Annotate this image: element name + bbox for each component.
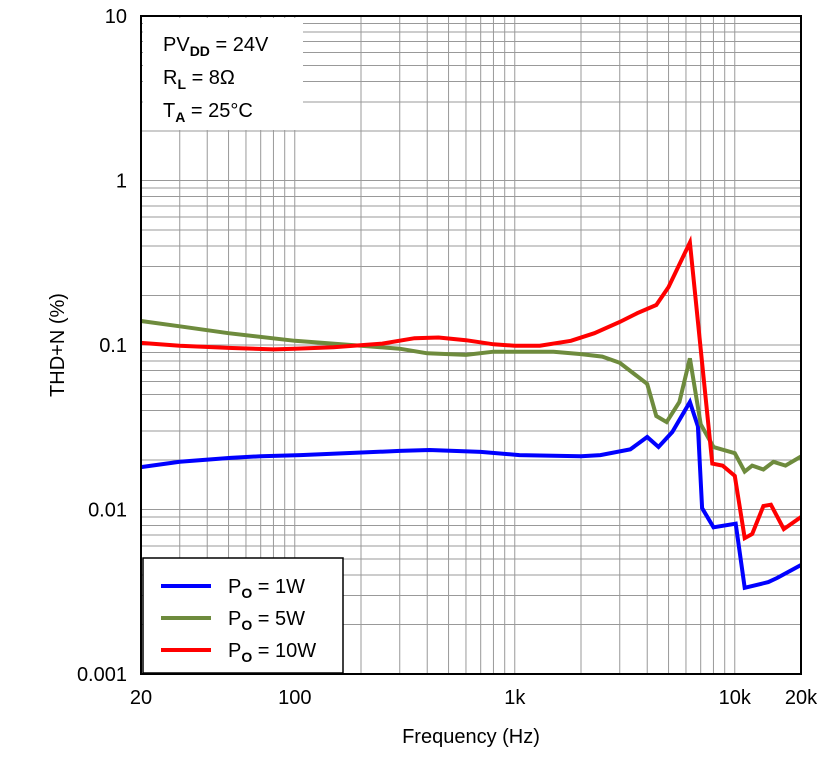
legend-label: PO = 5W (228, 608, 305, 633)
legend-box (142, 557, 344, 674)
tick-labels: 20 100 1k 10k 20k 10 1 0.1 0.01 0.001 (77, 6, 818, 709)
conditions-annotation: PVDD = 24V RL = 8Ω TA = 25°C (143, 18, 303, 130)
y-tick-label: 0.1 (99, 335, 127, 357)
y-tick-label: 1 (116, 171, 127, 193)
plot-frame (140, 15, 802, 675)
annotation-text: TA = 25°C (163, 100, 253, 125)
x-tick-label: 100 (278, 687, 311, 709)
x-axis-label: Frequency (Hz) (402, 726, 540, 748)
annotation-background (143, 18, 303, 130)
series-line-2 (140, 235, 803, 542)
legend-label: PO = 1W (228, 576, 305, 601)
x-tick-label: 1k (504, 687, 526, 709)
series-line-0 (140, 397, 802, 591)
annotation-text: PVDD = 24V (163, 34, 269, 59)
y-tick-label: 0.001 (77, 664, 127, 686)
annotation-text: RL = 8Ω (163, 67, 235, 92)
legend-label: PO = 10W (228, 640, 316, 665)
legend: PO = 1W PO = 5W PO = 10W (142, 557, 344, 674)
y-tick-label: 10 (105, 6, 127, 28)
y-tick-label: 0.01 (88, 500, 127, 522)
x-tick-label: 20 (130, 687, 152, 709)
series-lines (140, 235, 803, 591)
x-tick-label: 10k (719, 687, 752, 709)
series-line-1 (140, 319, 803, 475)
y-axis-label: THD+N (%) (47, 293, 69, 397)
x-tick-label: 20k (785, 687, 818, 709)
